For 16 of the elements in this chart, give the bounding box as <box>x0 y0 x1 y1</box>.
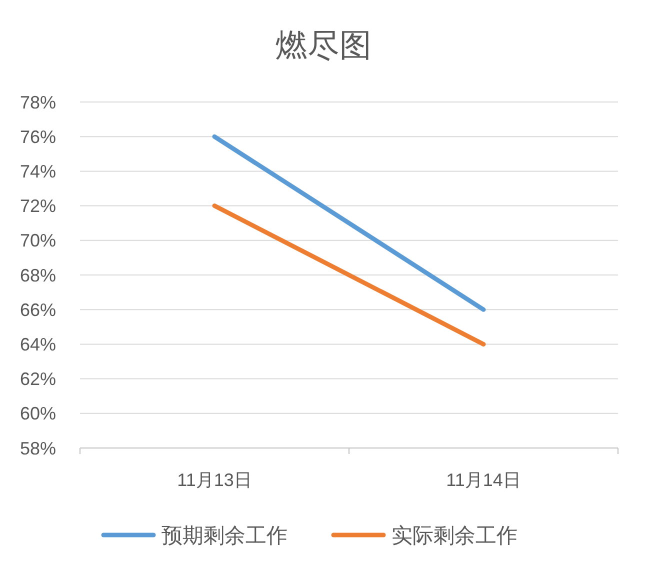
y-tick-label: 64% <box>20 334 56 354</box>
y-tick-label: 78% <box>20 92 56 112</box>
y-tick-label: 58% <box>20 438 56 458</box>
x-tick-label: 11月13日 <box>177 470 252 490</box>
y-tick-label: 76% <box>20 126 56 147</box>
x-tick-label: 11月14日 <box>446 470 521 490</box>
y-tick-label: 68% <box>20 265 56 286</box>
legend-label: 实际剩余工作 <box>392 524 518 548</box>
chart-title: 燃尽图 <box>276 27 372 63</box>
y-tick-label: 66% <box>20 300 56 320</box>
y-tick-label: 74% <box>20 162 56 182</box>
y-tick-label: 60% <box>20 404 56 424</box>
y-tick-label: 72% <box>20 196 56 216</box>
y-tick-label: 62% <box>20 369 56 390</box>
y-tick-label: 70% <box>20 230 56 251</box>
legend-label: 预期剩余工作 <box>162 524 288 548</box>
